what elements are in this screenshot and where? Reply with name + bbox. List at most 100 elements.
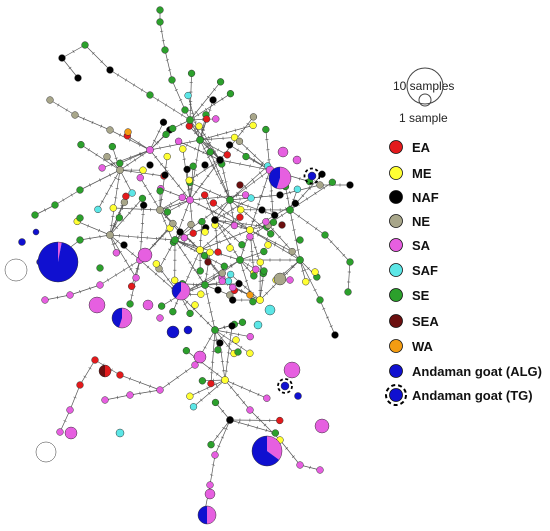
haplotype-node	[179, 145, 187, 153]
mutation-tick	[237, 332, 240, 337]
haplotype-node	[346, 181, 354, 189]
haplotype-node	[236, 213, 244, 221]
mutation-tick	[206, 202, 210, 205]
haplotype-node	[263, 394, 271, 402]
mutation-tick	[220, 179, 224, 182]
mutation-tick	[160, 30, 164, 32]
mutation-tick	[139, 380, 141, 385]
mutation-tick	[274, 241, 277, 245]
haplotype-node	[201, 228, 209, 236]
mutation-tick	[193, 169, 197, 171]
mutation-tick	[208, 109, 212, 111]
network-edge	[159, 21, 166, 51]
haplotype-node	[146, 161, 154, 169]
mutation-tick	[271, 228, 275, 231]
large-alg-node	[37, 241, 79, 283]
haplotype-node	[187, 220, 195, 229]
mutation-tick	[208, 189, 211, 193]
haplotype-node	[226, 244, 234, 252]
haplotype-node	[116, 371, 124, 379]
mutation-tick	[65, 108, 68, 112]
haplotype-node	[157, 302, 166, 310]
haplotype-node	[234, 348, 242, 356]
haplotype-node	[204, 488, 216, 500]
haplotype-node	[225, 141, 234, 149]
mutation-tick	[280, 213, 284, 217]
network-edge	[213, 202, 251, 231]
mutation-tick	[231, 207, 235, 211]
mutation-tick	[219, 206, 222, 210]
haplotype-node	[237, 206, 245, 214]
network-edge	[109, 169, 121, 236]
mutation-tick	[114, 176, 118, 179]
mutation-tick	[182, 242, 185, 246]
network-edge	[189, 119, 221, 161]
haplotype-node	[264, 304, 276, 316]
mutation-tick	[131, 252, 134, 256]
alg-node	[32, 228, 40, 236]
mutation-tick	[278, 235, 281, 239]
mutation-tick	[233, 237, 237, 240]
haplotype-node	[276, 191, 284, 199]
mutation-tick	[205, 293, 209, 295]
mutation-tick	[190, 247, 193, 251]
large-mixed-node	[251, 435, 283, 467]
mutation-tick	[185, 300, 189, 304]
legend-label-wa: WA	[412, 339, 434, 354]
haplotype-node	[76, 381, 84, 389]
tg-dashed-ring	[303, 167, 321, 185]
mutation-tick	[209, 311, 213, 313]
haplotype-node	[229, 283, 237, 292]
mutation-tick	[106, 278, 110, 282]
haplotype-node	[76, 214, 84, 222]
network-edge	[189, 159, 221, 201]
scale-label-large: 10 samples	[393, 79, 454, 93]
mutation-tick	[309, 185, 311, 190]
haplotype-node	[211, 451, 219, 459]
mutation-tick	[57, 103, 60, 107]
haplotype-node	[126, 391, 134, 399]
haplotype-node	[176, 228, 184, 236]
mutation-tick	[154, 272, 158, 276]
ea-sea-node	[98, 364, 112, 378]
network-edge	[199, 139, 228, 156]
pie-slice	[269, 167, 280, 189]
mutation-tick	[100, 124, 103, 128]
mutation-tick	[124, 180, 128, 183]
haplotype-node	[260, 267, 268, 275]
mutation-tick	[197, 202, 200, 206]
haplotype-node	[88, 296, 106, 314]
mutation-tick	[114, 157, 118, 160]
mutation-tick	[225, 131, 228, 135]
pie-outline	[37, 241, 79, 283]
mutation-tick	[203, 346, 207, 349]
network-edge	[109, 234, 137, 278]
mutation-tick	[164, 103, 168, 107]
haplotype-node	[201, 191, 209, 199]
network-edge	[178, 141, 221, 161]
mutation-tick	[193, 121, 197, 123]
mutation-tick	[242, 401, 246, 404]
haplotype-node	[136, 174, 144, 182]
pie-slice	[252, 436, 280, 467]
network-edge	[199, 221, 203, 251]
haplotype-node	[262, 125, 270, 134]
haplotype-node	[162, 130, 170, 139]
legend-swatch-sa	[389, 238, 403, 252]
haplotype-node	[288, 247, 296, 256]
haplotype-node	[115, 428, 125, 438]
mutation-tick	[211, 320, 215, 322]
mutation-tick	[185, 369, 188, 373]
network-edge	[189, 125, 221, 161]
mutation-tick	[259, 166, 261, 170]
haplotype-node	[218, 277, 226, 285]
network-edge	[79, 359, 96, 386]
mutation-tick	[342, 253, 346, 257]
scale-circle-large	[406, 67, 444, 105]
mutation-tick	[63, 420, 67, 422]
mutation-tick	[124, 78, 128, 82]
mutation-tick	[256, 416, 259, 419]
mutation-tick	[169, 205, 171, 209]
haplotype-node	[184, 91, 192, 100]
haplotype-node	[252, 265, 260, 273]
